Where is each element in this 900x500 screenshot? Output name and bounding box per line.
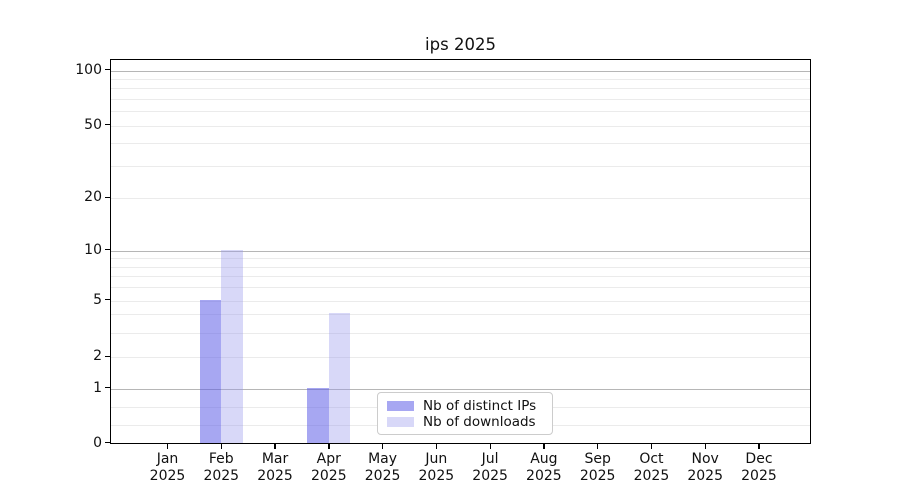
y-tick-label: 5 xyxy=(93,291,102,308)
minor-gridline xyxy=(111,111,810,113)
legend-row-downloads: Nb of downloads xyxy=(387,414,543,430)
x-tick-mark xyxy=(597,444,599,449)
y-tick-label: 2 xyxy=(93,348,102,364)
y-tick-mark xyxy=(105,442,110,444)
y-tick-mark xyxy=(105,69,110,71)
major-gridline xyxy=(111,250,810,252)
legend: Nb of distinct IPs Nb of downloads xyxy=(377,392,553,435)
minor-gridline xyxy=(111,198,810,199)
legend-swatch-distinct-ips xyxy=(387,401,414,411)
y-tick-label: 0 xyxy=(93,434,102,451)
major-gridline xyxy=(111,388,810,390)
x-tick-label: Dec 2025 xyxy=(741,451,777,484)
x-tick-mark xyxy=(543,444,545,449)
y-tick-label: 100 xyxy=(75,61,102,78)
x-tick-mark xyxy=(328,444,330,449)
minor-gridline xyxy=(111,78,810,80)
legend-row-distinct-ips: Nb of distinct IPs xyxy=(387,398,543,414)
bar-downloads-apr xyxy=(328,313,351,443)
y-tick-mark xyxy=(105,355,110,357)
y-tick-mark xyxy=(105,299,110,301)
x-tick-mark xyxy=(274,444,276,449)
x-tick-label: Jan 2025 xyxy=(149,451,186,484)
bar-distinct-ips-feb xyxy=(199,300,222,443)
x-tick-label: Aug 2025 xyxy=(526,451,562,484)
x-tick-label: Mar 2025 xyxy=(257,451,293,484)
x-tick-label: Oct 2025 xyxy=(633,451,670,484)
x-tick-label: Feb 2025 xyxy=(203,451,240,484)
minor-gridline xyxy=(111,165,810,167)
y-tick-mark xyxy=(105,387,110,389)
x-tick-mark xyxy=(220,444,222,449)
legend-swatch-downloads xyxy=(387,417,414,427)
minor-gridline xyxy=(111,332,810,334)
bar-distinct-ips-apr xyxy=(307,388,329,443)
plot-area xyxy=(110,59,811,444)
minor-gridline xyxy=(111,287,810,289)
minor-gridline xyxy=(111,266,810,268)
x-tick-label: Nov 2025 xyxy=(687,451,723,484)
legend-label-distinct-ips: Nb of distinct IPs xyxy=(423,398,537,414)
y-tick-mark xyxy=(105,124,110,126)
x-tick-label: Jul 2025 xyxy=(472,451,508,484)
y-tick-label: 20 xyxy=(84,189,102,205)
minor-gridline xyxy=(111,313,810,315)
y-tick-label: 50 xyxy=(84,116,102,133)
y-tick-label: 10 xyxy=(84,241,102,258)
minor-gridline xyxy=(111,88,810,90)
minor-gridline xyxy=(111,125,810,127)
x-tick-label: Jun 2025 xyxy=(418,451,455,484)
chart-title: ips 2025 xyxy=(425,35,496,54)
bar-downloads-feb xyxy=(221,250,243,443)
major-gridline xyxy=(111,70,810,72)
minor-gridline xyxy=(111,276,810,278)
x-tick-mark xyxy=(704,444,706,449)
minor-gridline xyxy=(111,300,810,302)
minor-gridline xyxy=(111,357,810,358)
legend-label-downloads: Nb of downloads xyxy=(423,414,536,430)
x-tick-mark xyxy=(489,444,491,449)
x-tick-label: May 2025 xyxy=(364,451,401,484)
minor-gridline xyxy=(111,98,810,100)
x-tick-mark xyxy=(166,444,169,449)
x-tick-label: Apr 2025 xyxy=(310,451,347,484)
x-tick-mark xyxy=(650,444,653,449)
x-tick-mark xyxy=(435,444,438,449)
y-tick-mark xyxy=(105,196,110,198)
x-tick-label: Sep 2025 xyxy=(579,451,616,484)
x-tick-mark xyxy=(381,444,384,449)
minor-gridline xyxy=(111,258,810,260)
y-tick-mark xyxy=(105,249,110,251)
minor-gridline xyxy=(111,143,810,145)
x-tick-mark xyxy=(758,444,760,449)
y-tick-label: 1 xyxy=(93,379,102,396)
